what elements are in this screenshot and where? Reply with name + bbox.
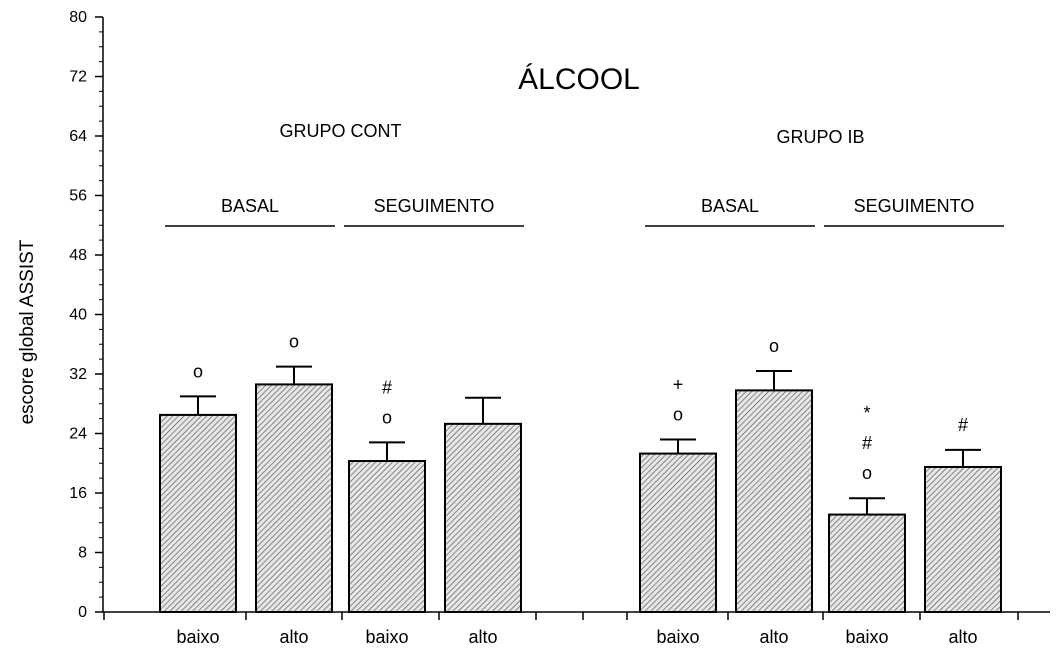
significance-mark: o xyxy=(769,336,779,356)
significance-mark: # xyxy=(382,377,392,397)
phase-label: SEGUIMENTO xyxy=(374,196,495,216)
group-label: GRUPO CONT xyxy=(279,121,401,141)
phase-label: SEGUIMENTO xyxy=(854,196,975,216)
phase-label: BASAL xyxy=(701,196,759,216)
x-category-label: alto xyxy=(279,627,308,647)
y-tick-label: 0 xyxy=(78,604,87,621)
bar xyxy=(828,513,906,613)
significance-mark: o xyxy=(673,404,683,424)
significance-mark: o xyxy=(289,332,299,352)
x-category-label: baixo xyxy=(656,627,699,647)
x-category-label: baixo xyxy=(845,627,888,647)
y-tick-label: 32 xyxy=(69,366,87,383)
x-category-label: alto xyxy=(468,627,497,647)
bar xyxy=(924,465,1002,613)
significance-mark: o xyxy=(193,361,203,381)
significance-mark: o xyxy=(382,407,392,427)
phase-label: BASAL xyxy=(221,196,279,216)
y-tick-label: 48 xyxy=(69,247,87,264)
significance-mark: o xyxy=(862,463,872,483)
bar xyxy=(444,422,522,613)
bar xyxy=(639,452,717,613)
bar xyxy=(735,389,813,613)
y-tick-label: 80 xyxy=(69,9,87,26)
significance-mark: + xyxy=(673,374,684,394)
y-axis-label: escore global ASSIST xyxy=(17,239,38,424)
significance-mark: # xyxy=(862,433,872,453)
bar xyxy=(348,460,426,613)
y-tick-label: 64 xyxy=(69,128,87,145)
y-tick-label: 24 xyxy=(69,426,87,443)
y-tick-label: 8 xyxy=(78,545,87,562)
bar xyxy=(159,413,237,613)
significance-mark: # xyxy=(958,415,968,435)
x-category-label: alto xyxy=(759,627,788,647)
y-tick-label: 40 xyxy=(69,307,87,324)
significance-mark: * xyxy=(863,403,870,423)
bars xyxy=(159,365,1002,613)
group-label: GRUPO IB xyxy=(776,127,864,147)
bar xyxy=(255,383,333,613)
chart-title: ÁLCOOL xyxy=(518,63,640,96)
labels: o baixo o alto BASAL # o baixo alto SEGUIMENTO GRU… xyxy=(165,121,1004,647)
axes xyxy=(102,17,1050,620)
y-tick-label: 72 xyxy=(69,69,87,86)
x-category-label: baixo xyxy=(365,627,408,647)
y-tick-label: 56 xyxy=(69,188,87,205)
x-category-label: baixo xyxy=(176,627,219,647)
y-axis-ticks: 0 8 16 24 32 40 48 56 64 72 80 xyxy=(69,9,103,621)
x-category-label: alto xyxy=(948,627,977,647)
y-tick-label: 16 xyxy=(69,485,87,502)
